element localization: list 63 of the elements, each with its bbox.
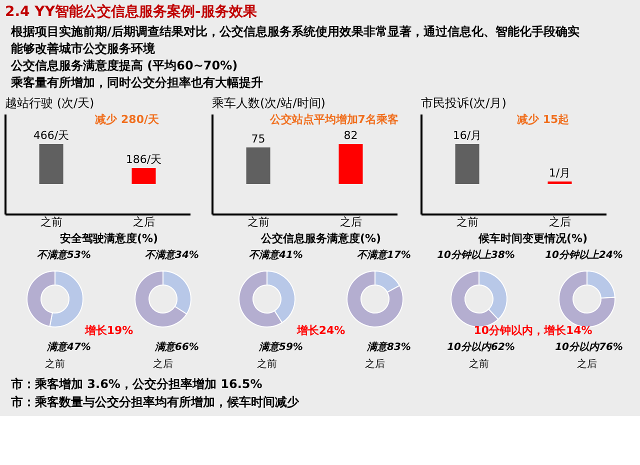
text: 能够改善城市公交服务环境 [11, 42, 156, 56]
data-label: 24% [599, 250, 623, 261]
x-tick-label: 之前 [456, 216, 478, 228]
x-tick-label: 之后 [548, 216, 571, 228]
x-tick-label: 之前 [247, 216, 270, 228]
chart-title: 安全驾驶满意度(%) [60, 232, 158, 245]
slice-label: 10分以内 [555, 341, 600, 353]
data-label: 76% [599, 342, 623, 353]
data-label: 66% [175, 342, 199, 353]
slice-label: 满意 [154, 341, 177, 353]
slice-label: 满意 [366, 341, 389, 353]
data-label: 38% [491, 250, 515, 261]
text: 乘客量有所增加，同时公交分担率也有大幅提升 [10, 76, 263, 90]
data-label: 53% [67, 250, 91, 261]
data-label: 16/月 [452, 129, 482, 142]
chart-title: 乘车人数(次/站/时间) [212, 96, 326, 110]
text: 之前 [469, 358, 489, 370]
slice-label: 10分钟以上 [437, 249, 492, 261]
donut-slice [346, 270, 404, 328]
chart-title: 市民投诉(次/月) [421, 96, 506, 110]
text: 之后 [365, 358, 385, 370]
data-label: 1/月 [548, 166, 571, 180]
text: 10分钟以内，增长14% [474, 324, 592, 337]
chart-title: 候车时间变更情况(%) [477, 232, 588, 245]
text: 增长19% [84, 324, 134, 337]
text: 减少 15起 [517, 113, 570, 126]
text: 市：乘客增加 3.6%，公交分担率增加 16.5% [10, 377, 262, 391]
text: 公交信息服务满意度提高 (平均60~70%) [10, 58, 238, 72]
x-tick-label: 之后 [340, 216, 362, 228]
text: 市：乘客数量与公交分担率均有所增加，候车时间减少 [10, 395, 300, 409]
data-label: 41% [278, 250, 303, 261]
data-label: 83% [387, 342, 411, 353]
slice-label: 满意 [46, 341, 69, 353]
text: 公交站点平均增加7名乘客 [268, 113, 398, 126]
text: 之后 [153, 358, 173, 370]
data-label: 34% [175, 250, 199, 261]
slice-label: 不满意 [145, 249, 177, 261]
slice-label: 不满意 [249, 249, 281, 261]
data-label: 62% [491, 342, 515, 353]
slice-label: 不满意 [357, 249, 389, 261]
slice-label: 满意 [258, 341, 281, 353]
slice-label: 10分钟以上 [545, 249, 600, 261]
text: 减少 280/天 [95, 113, 160, 126]
data-label: 82 [344, 129, 358, 142]
data-label: 466/天 [33, 129, 70, 142]
text: 之前 [45, 358, 65, 370]
slice-label: 10分以内 [447, 341, 492, 353]
chart-title: 公交信息服务满意度(%) [260, 232, 382, 245]
data-label: 47% [66, 342, 91, 353]
text: 根据项目实施前期/后期调查结果对比，公交信息服务系统使用效果非常显著，通过信息化、智能化手段确实 [10, 24, 580, 38]
data-label: 59% [279, 342, 303, 353]
text: 之后 [577, 358, 597, 370]
text: 增长24% [296, 324, 346, 337]
text: 之前 [257, 358, 277, 370]
chart-title: 越站行驶 (次/天) [5, 96, 94, 110]
text: 2.4 YY智能公交信息服务案例-服务效果 [5, 3, 258, 20]
donut-slice [134, 270, 188, 328]
slice-label: 不满意 [37, 249, 69, 261]
data-label: 75 [251, 132, 266, 146]
data-label: 186/天 [126, 153, 162, 166]
x-tick-label: 之前 [40, 216, 62, 228]
data-label: 17% [387, 250, 411, 261]
x-tick-label: 之后 [132, 216, 155, 228]
